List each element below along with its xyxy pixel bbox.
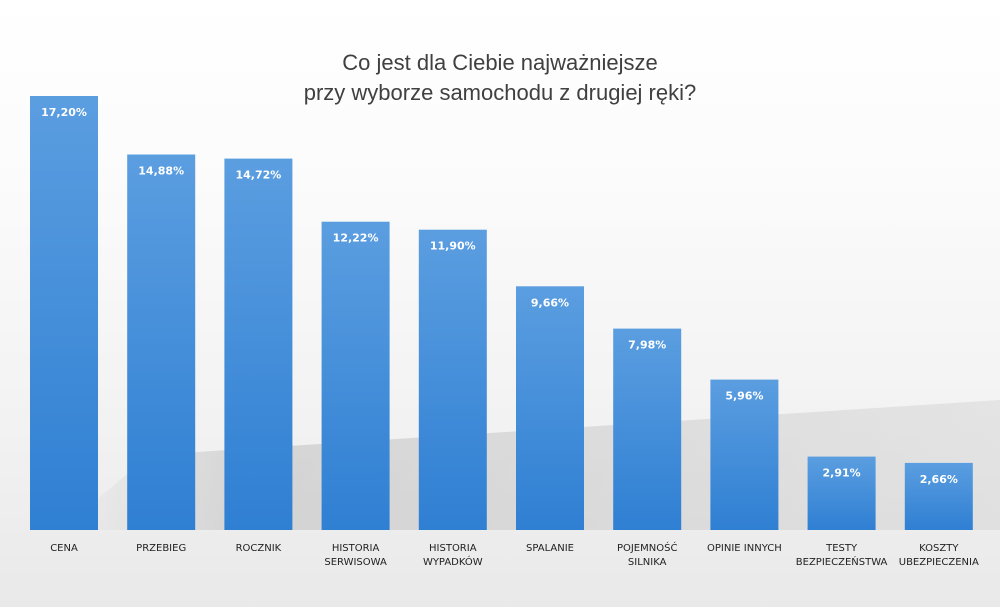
category-label: TESTY	[825, 543, 858, 554]
bar-value-label: 9,66%	[531, 296, 569, 309]
bar-value-label: 12,22%	[333, 232, 379, 245]
category-labels: CENA PRZEBIEG ROCZNIK HISTORIA SERWISOWA HIST…	[50, 541, 979, 568]
bar-value-label: 2,66%	[920, 473, 958, 486]
category-label: CENA	[50, 543, 78, 554]
category-label: BEZPIECZEŃSTWA	[796, 555, 888, 568]
bar	[418, 229, 487, 530]
category-label: OPINIE INNYCH	[707, 543, 782, 554]
category-label: ROCZNIK	[236, 543, 282, 554]
bar	[516, 286, 584, 530]
category-label: SPALANIE	[526, 543, 574, 554]
bar-value-label: 17,20%	[41, 106, 87, 119]
category-label: HISTORIA	[332, 543, 380, 554]
category-label: HISTORIA	[429, 543, 477, 554]
value-labels: 17,20% 14,88% 14,72% 12,22% 11,90% 9,66% 7,98%…	[41, 106, 958, 486]
bar-value-label: 2,91%	[823, 467, 861, 480]
bar-value-label: 11,90%	[430, 240, 476, 253]
bar-value-label: 14,88%	[138, 165, 184, 178]
bar	[613, 328, 682, 530]
category-label: SERWISOWA	[324, 557, 387, 568]
bar-value-label: 5,96%	[725, 390, 763, 403]
bar	[807, 456, 876, 530]
bar	[904, 462, 973, 530]
bar	[321, 221, 390, 530]
bar	[30, 96, 98, 530]
bar	[224, 158, 293, 530]
chart-title-group: Co jest dla Ciebie najważniejsze przy wyb…	[304, 50, 697, 105]
bar-value-label: 7,98%	[628, 339, 666, 352]
category-label: PRZEBIEG	[136, 543, 186, 554]
bar	[127, 154, 196, 530]
bar-value-label: 14,72%	[235, 169, 281, 182]
category-label: POJEMNOŚĆ	[617, 541, 677, 554]
chart-title-line: przy wyborze samochodu z drugiej ręki?	[304, 80, 697, 105]
bars	[30, 96, 973, 530]
bar	[710, 379, 779, 530]
category-label: SILNIKA	[628, 557, 667, 568]
category-label: UBEZPIECZENIA	[899, 557, 979, 568]
chart-title-line: Co jest dla Ciebie najważniejsze	[342, 50, 658, 75]
category-label: WYPADKÓW	[423, 555, 483, 568]
category-label: KOSZTY	[919, 543, 959, 554]
